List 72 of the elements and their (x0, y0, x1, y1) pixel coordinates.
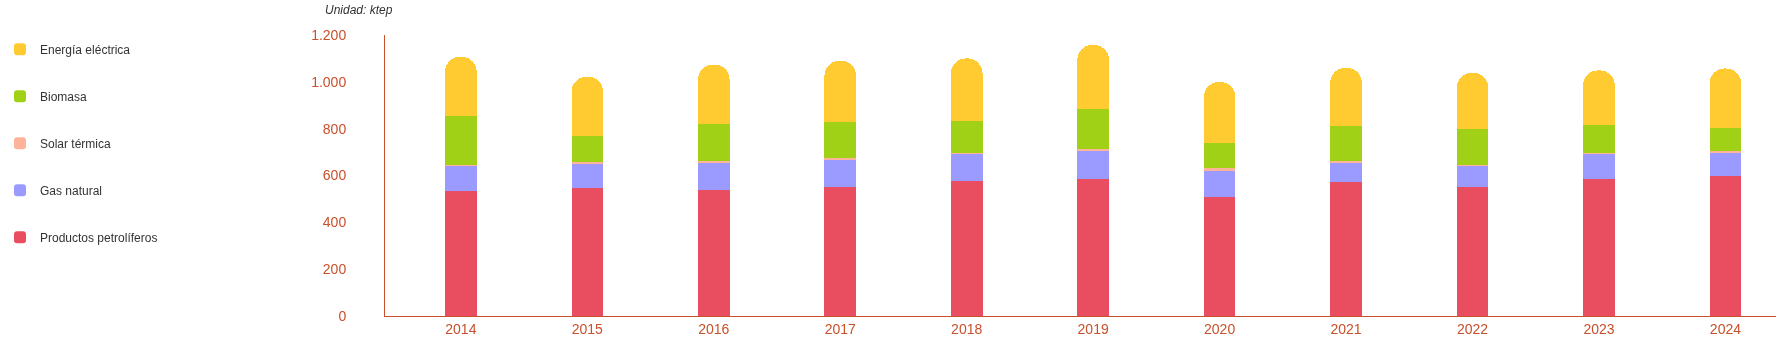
bar (1203, 196, 1236, 316)
x-tick-label: 2022 (1456, 320, 1489, 337)
bar (1709, 68, 1742, 128)
legend-label: Solar térmica (40, 136, 112, 151)
bar (445, 56, 477, 116)
bar (1330, 182, 1362, 316)
bar (1077, 109, 1109, 149)
bar (950, 153, 983, 182)
bar (824, 159, 857, 187)
bar (1077, 148, 1109, 151)
bar (1330, 162, 1362, 183)
x-tick-label: 2024 (1709, 320, 1742, 337)
bar (824, 186, 857, 316)
x-tick-label: 2014 (445, 320, 477, 337)
legend-label: Energía eléctrica (40, 42, 131, 57)
x-tick-label: 2019 (1077, 320, 1109, 337)
bar (1203, 168, 1236, 171)
y-tick-label: 1.000 (311, 73, 347, 90)
bar (1456, 186, 1489, 316)
bar (697, 189, 730, 316)
bar (950, 58, 983, 122)
x-tick-label: 2016 (698, 320, 730, 337)
x-tick-label: 2017 (824, 320, 857, 337)
bar (1203, 170, 1236, 197)
bar (1709, 153, 1742, 177)
bar (1583, 124, 1615, 154)
bar (1077, 44, 1109, 110)
x-tick-label: 2018 (951, 320, 983, 337)
bar (571, 187, 604, 316)
y-tick-label: 600 (322, 167, 347, 184)
bar (1456, 72, 1489, 129)
x-tick-label: 2015 (571, 320, 604, 337)
bar (1330, 125, 1362, 162)
bar (1583, 179, 1615, 316)
bar (1709, 176, 1742, 316)
y-tick-label: 1.200 (311, 26, 347, 43)
bar (571, 76, 604, 137)
bar (697, 124, 730, 161)
x-tick-label: 2023 (1583, 320, 1615, 337)
bar (824, 122, 857, 159)
bar (571, 163, 604, 188)
bar (445, 191, 477, 316)
bar (950, 181, 983, 316)
bar (1077, 178, 1109, 316)
bar (1456, 165, 1489, 187)
bar (445, 115, 477, 165)
bar (697, 64, 730, 125)
y-tick-label: 400 (322, 214, 347, 231)
legend-label: Gas natural (40, 183, 103, 198)
bar (1330, 67, 1362, 126)
bar (1203, 82, 1236, 143)
bar (697, 162, 730, 190)
x-tick-label: 2021 (1330, 320, 1362, 337)
bar (1583, 70, 1615, 125)
bar (697, 160, 730, 163)
bar (1077, 150, 1109, 179)
bar (950, 121, 983, 154)
y-tick-label: 800 (322, 120, 347, 137)
bar (1583, 153, 1615, 180)
y-tick-label: 200 (322, 261, 347, 278)
bar (1456, 128, 1489, 165)
bar (445, 165, 477, 192)
bar (824, 60, 857, 123)
legend-label: Productos petrolíferos (40, 230, 158, 245)
bar (1709, 127, 1742, 151)
bar (1203, 142, 1236, 169)
bar (571, 161, 604, 164)
bar (571, 136, 604, 162)
x-tick-label: 2020 (1204, 320, 1236, 337)
y-tick-label: 0 (338, 307, 347, 324)
text: Unidad: ktep (325, 3, 393, 17)
legend-label: Biomasa (40, 89, 88, 104)
